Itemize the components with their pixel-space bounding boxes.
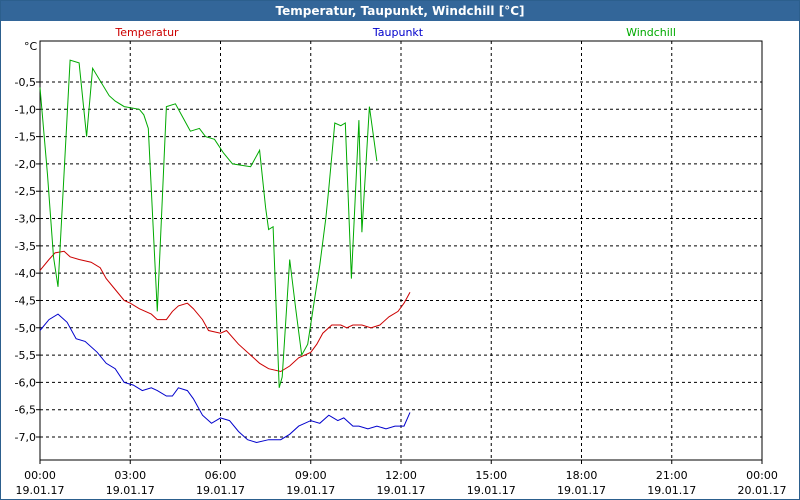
y-tick-label: -1,5 (15, 131, 36, 144)
y-tick-label: -1,0 (15, 103, 36, 116)
y-tick-label: -4,0 (15, 267, 36, 280)
series-line-taupunkt (39, 313, 411, 444)
y-tick-label: -2,0 (15, 158, 36, 171)
x-tick-date: 19.01.17 (377, 484, 426, 497)
legend-taupunkt: Taupunkt (372, 26, 424, 39)
y-tick-label: -5,5 (15, 349, 36, 362)
y-tick-label: -4,5 (15, 294, 36, 307)
y-tick-label: -7,0 (15, 431, 36, 444)
chart-title: Temperatur, Taupunkt, Windchill [°C] (1, 1, 799, 21)
x-tick-time: 00:00 (746, 469, 778, 482)
x-tick-time: 09:00 (295, 469, 327, 482)
x-tick-date: 19.01.17 (196, 484, 245, 497)
x-tick-time: 15:00 (475, 469, 507, 482)
series-lines (39, 59, 411, 444)
y-tick-label: -0,5 (15, 76, 36, 89)
x-tick-time: 12:00 (385, 469, 417, 482)
x-tick-time: 00:00 (24, 469, 56, 482)
x-tick-date: 19.01.17 (106, 484, 155, 497)
y-tick-label: -3,5 (15, 240, 36, 253)
y-tick-label: -3,0 (15, 213, 36, 226)
x-axis: 00:00 19.01.17 03:00 19.01.17 06:00 19.01.17 0… (16, 460, 787, 497)
x-tick-date: 20.01.17 (738, 484, 787, 497)
legend: Temperatur Taupunkt Windchill (114, 26, 676, 39)
x-tick-time: 18:00 (566, 469, 598, 482)
x-tick-date: 19.01.17 (16, 484, 65, 497)
x-tick-date: 19.01.17 (286, 484, 335, 497)
x-tick-date: 19.01.17 (557, 484, 606, 497)
y-tick-label: -5,0 (15, 322, 36, 335)
x-tick-date: 19.01.17 (467, 484, 516, 497)
y-tick-label: -2,5 (15, 185, 36, 198)
x-tick-time: 21:00 (656, 469, 688, 482)
y-axis: -7,0 -6,5 -6,0 -5,5 -5,0 -4,5 -4,0 -3,5 -3,0 -2,5… (15, 40, 40, 444)
legend-temperatur: Temperatur (114, 26, 179, 39)
series-line-windchill (39, 59, 378, 388)
legend-windchill: Windchill (626, 26, 676, 39)
y-tick-label: -6,0 (15, 376, 36, 389)
grid-lines (40, 41, 762, 460)
y-tick-label: -6,5 (15, 404, 36, 417)
y-axis-label: °C (24, 40, 38, 53)
x-tick-date: 19.01.17 (647, 484, 696, 497)
x-tick-time: 06:00 (205, 469, 237, 482)
series-line-temperatur (39, 250, 411, 373)
x-tick-time: 03:00 (114, 469, 146, 482)
